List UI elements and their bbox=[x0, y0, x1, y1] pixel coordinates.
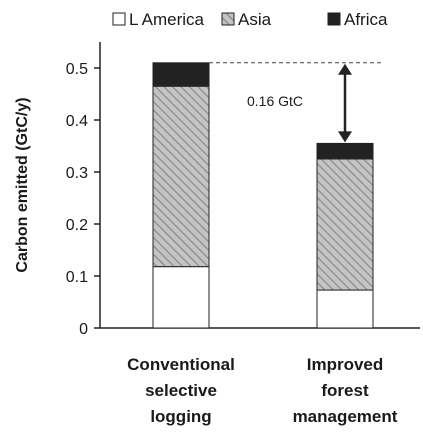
y-tick-label: 0.2 bbox=[66, 217, 88, 234]
x-category-label: logging bbox=[150, 407, 211, 426]
x-category-label: selective bbox=[145, 381, 217, 400]
x-category-label: forest bbox=[321, 381, 369, 400]
x-category-label: Improved bbox=[307, 355, 384, 374]
legend-label: L America bbox=[129, 10, 205, 29]
bar-segment bbox=[152, 266, 210, 329]
y-axis-title: Carbon emitted (GtC/y) bbox=[14, 97, 31, 272]
legend-label: Africa bbox=[344, 10, 388, 29]
x-category-label: Conventional bbox=[127, 355, 235, 374]
arrow-head-up bbox=[338, 63, 352, 75]
bar-segment bbox=[316, 142, 374, 160]
y-tick-label: 0.3 bbox=[66, 165, 88, 182]
x-category-label: management bbox=[293, 407, 398, 426]
legend-swatch bbox=[112, 12, 126, 26]
legend-swatch bbox=[221, 12, 235, 26]
y-tick-label: 0.4 bbox=[66, 113, 88, 130]
legend-label: Asia bbox=[238, 10, 272, 29]
arrow-head-down bbox=[338, 131, 352, 143]
bar-segment bbox=[152, 85, 210, 268]
bar-segment bbox=[316, 289, 374, 329]
bar-segment bbox=[152, 62, 210, 87]
difference-annotation-label: 0.16 GtC bbox=[247, 93, 303, 109]
bar-segment bbox=[316, 158, 374, 291]
y-tick-label: 0 bbox=[79, 321, 88, 338]
legend-swatch bbox=[327, 12, 341, 26]
y-tick-label: 0.1 bbox=[66, 269, 88, 286]
y-tick-label: 0.5 bbox=[66, 61, 88, 78]
